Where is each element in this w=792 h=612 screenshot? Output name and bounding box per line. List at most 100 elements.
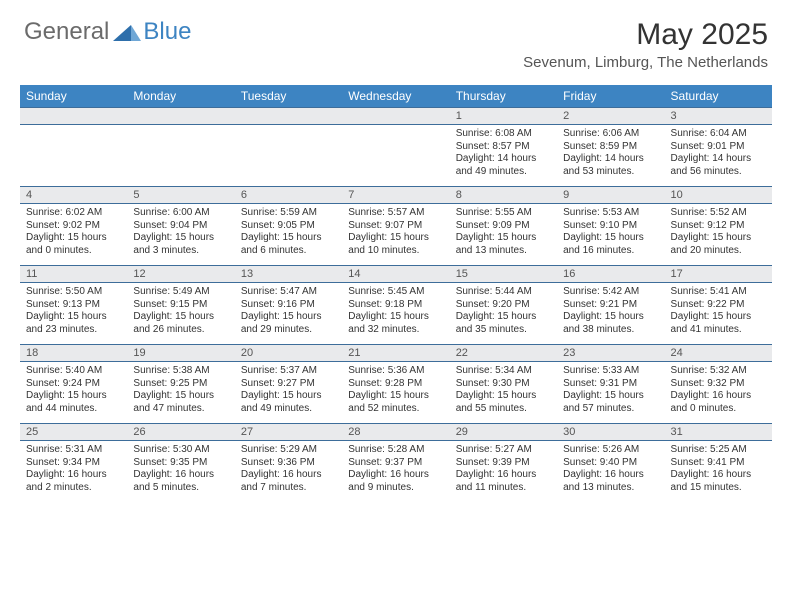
day-cell: Sunrise: 6:02 AMSunset: 9:02 PMDaylight:… <box>20 204 127 266</box>
day-cell: Sunrise: 6:08 AMSunset: 8:57 PMDaylight:… <box>450 125 557 187</box>
daylight-text: and 49 minutes. <box>241 403 336 416</box>
weekday-header: Thursday <box>450 85 557 108</box>
sunset-text: Sunset: 9:18 PM <box>348 299 443 312</box>
sunset-text: Sunset: 9:25 PM <box>133 378 228 391</box>
sunrise-text: Sunrise: 5:52 AM <box>671 207 766 220</box>
daylight-text: Daylight: 16 hours <box>671 469 766 482</box>
day-cell: Sunrise: 5:44 AMSunset: 9:20 PMDaylight:… <box>450 283 557 345</box>
sunset-text: Sunset: 9:13 PM <box>26 299 121 312</box>
daylight-text: and 49 minutes. <box>456 166 551 179</box>
day-cell: Sunrise: 5:32 AMSunset: 9:32 PMDaylight:… <box>665 362 772 424</box>
day-cell: Sunrise: 5:59 AMSunset: 9:05 PMDaylight:… <box>235 204 342 266</box>
sunrise-text: Sunrise: 5:27 AM <box>456 444 551 457</box>
sunset-text: Sunset: 9:36 PM <box>241 457 336 470</box>
sunset-text: Sunset: 9:35 PM <box>133 457 228 470</box>
sunrise-text: Sunrise: 5:50 AM <box>26 286 121 299</box>
sunrise-text: Sunrise: 5:57 AM <box>348 207 443 220</box>
detail-row: Sunrise: 5:31 AMSunset: 9:34 PMDaylight:… <box>20 441 772 503</box>
daylight-text: and 0 minutes. <box>671 403 766 416</box>
day-cell: Sunrise: 5:28 AMSunset: 9:37 PMDaylight:… <box>342 441 449 503</box>
location-subtitle: Sevenum, Limburg, The Netherlands <box>523 54 768 71</box>
daylight-text: Daylight: 15 hours <box>133 311 228 324</box>
sunset-text: Sunset: 9:31 PM <box>563 378 658 391</box>
sunset-text: Sunset: 9:27 PM <box>241 378 336 391</box>
daylight-text: and 52 minutes. <box>348 403 443 416</box>
day-cell: Sunrise: 5:55 AMSunset: 9:09 PMDaylight:… <box>450 204 557 266</box>
daylight-text: Daylight: 15 hours <box>671 232 766 245</box>
sunrise-text: Sunrise: 5:25 AM <box>671 444 766 457</box>
weekday-header: Wednesday <box>342 85 449 108</box>
date-number: 12 <box>127 266 234 283</box>
sunset-text: Sunset: 9:16 PM <box>241 299 336 312</box>
sunrise-text: Sunrise: 5:44 AM <box>456 286 551 299</box>
sunset-text: Sunset: 9:07 PM <box>348 220 443 233</box>
sunset-text: Sunset: 9:41 PM <box>671 457 766 470</box>
date-number: 1 <box>450 108 557 125</box>
daylight-text: and 10 minutes. <box>348 245 443 258</box>
sunset-text: Sunset: 9:01 PM <box>671 141 766 154</box>
day-cell: Sunrise: 5:53 AMSunset: 9:10 PMDaylight:… <box>557 204 664 266</box>
sunset-text: Sunset: 9:32 PM <box>671 378 766 391</box>
sunset-text: Sunset: 9:05 PM <box>241 220 336 233</box>
day-cell <box>20 125 127 187</box>
date-number: 15 <box>450 266 557 283</box>
daylight-text: and 23 minutes. <box>26 324 121 337</box>
weekday-header: Saturday <box>665 85 772 108</box>
day-cell: Sunrise: 5:33 AMSunset: 9:31 PMDaylight:… <box>557 362 664 424</box>
sunrise-text: Sunrise: 5:33 AM <box>563 365 658 378</box>
daylight-text: Daylight: 15 hours <box>26 311 121 324</box>
sunset-text: Sunset: 9:20 PM <box>456 299 551 312</box>
daylight-text: Daylight: 15 hours <box>348 232 443 245</box>
date-number: 27 <box>235 424 342 441</box>
daylight-text: Daylight: 16 hours <box>241 469 336 482</box>
day-cell: Sunrise: 6:00 AMSunset: 9:04 PMDaylight:… <box>127 204 234 266</box>
date-number: 5 <box>127 187 234 204</box>
date-number: 22 <box>450 345 557 362</box>
sunrise-text: Sunrise: 5:28 AM <box>348 444 443 457</box>
day-cell: Sunrise: 6:06 AMSunset: 8:59 PMDaylight:… <box>557 125 664 187</box>
daylight-text: Daylight: 16 hours <box>563 469 658 482</box>
detail-row: Sunrise: 6:08 AMSunset: 8:57 PMDaylight:… <box>20 125 772 187</box>
date-row: 18 19 20 21 22 23 24 <box>20 345 772 362</box>
daylight-text: Daylight: 14 hours <box>456 153 551 166</box>
date-row: 25 26 27 28 29 30 31 <box>20 424 772 441</box>
date-number: 28 <box>342 424 449 441</box>
sunset-text: Sunset: 9:10 PM <box>563 220 658 233</box>
sunrise-text: Sunrise: 5:30 AM <box>133 444 228 457</box>
sunrise-text: Sunrise: 5:45 AM <box>348 286 443 299</box>
daylight-text: and 57 minutes. <box>563 403 658 416</box>
day-cell: Sunrise: 6:04 AMSunset: 9:01 PMDaylight:… <box>665 125 772 187</box>
daylight-text: Daylight: 16 hours <box>26 469 121 482</box>
date-number <box>20 108 127 125</box>
weekday-header: Tuesday <box>235 85 342 108</box>
calendar-table: Sunday Monday Tuesday Wednesday Thursday… <box>20 85 772 503</box>
daylight-text: Daylight: 15 hours <box>563 390 658 403</box>
daylight-text: and 7 minutes. <box>241 482 336 495</box>
daylight-text: Daylight: 16 hours <box>671 390 766 403</box>
daylight-text: Daylight: 15 hours <box>241 232 336 245</box>
date-row: 4 5 6 7 8 9 10 <box>20 187 772 204</box>
date-row: 11 12 13 14 15 16 17 <box>20 266 772 283</box>
sunset-text: Sunset: 9:22 PM <box>671 299 766 312</box>
date-number: 24 <box>665 345 772 362</box>
sunset-text: Sunset: 9:12 PM <box>671 220 766 233</box>
date-number: 18 <box>20 345 127 362</box>
daylight-text: and 32 minutes. <box>348 324 443 337</box>
daylight-text: and 11 minutes. <box>456 482 551 495</box>
day-cell: Sunrise: 5:45 AMSunset: 9:18 PMDaylight:… <box>342 283 449 345</box>
daylight-text: and 9 minutes. <box>348 482 443 495</box>
sunrise-text: Sunrise: 5:53 AM <box>563 207 658 220</box>
date-number: 29 <box>450 424 557 441</box>
sunrise-text: Sunrise: 6:00 AM <box>133 207 228 220</box>
day-cell: Sunrise: 5:36 AMSunset: 9:28 PMDaylight:… <box>342 362 449 424</box>
daylight-text: Daylight: 15 hours <box>671 311 766 324</box>
sunrise-text: Sunrise: 5:26 AM <box>563 444 658 457</box>
day-cell: Sunrise: 5:50 AMSunset: 9:13 PMDaylight:… <box>20 283 127 345</box>
daylight-text: and 44 minutes. <box>26 403 121 416</box>
sunrise-text: Sunrise: 5:37 AM <box>241 365 336 378</box>
sunrise-text: Sunrise: 5:38 AM <box>133 365 228 378</box>
sunrise-text: Sunrise: 5:49 AM <box>133 286 228 299</box>
daylight-text: and 0 minutes. <box>26 245 121 258</box>
daylight-text: and 38 minutes. <box>563 324 658 337</box>
day-cell <box>342 125 449 187</box>
